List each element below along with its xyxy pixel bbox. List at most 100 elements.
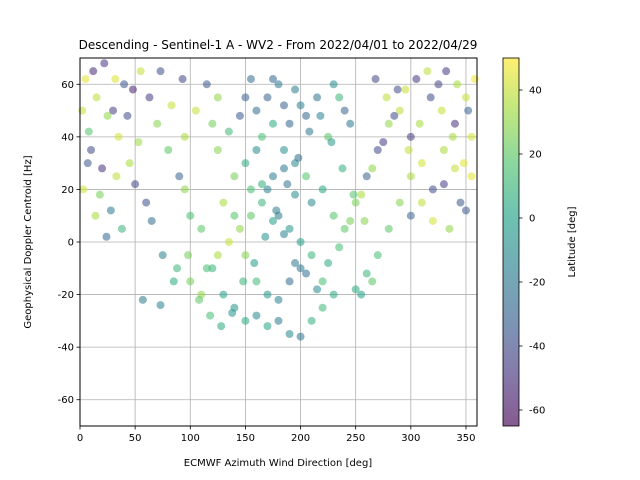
data-point	[100, 59, 109, 68]
data-point	[84, 127, 93, 136]
data-point	[373, 146, 382, 154]
data-point	[213, 251, 222, 260]
data-point	[224, 238, 233, 246]
y-tick-label: 60	[61, 80, 74, 91]
data-point	[340, 106, 349, 115]
data-point	[145, 93, 154, 102]
data-point	[307, 251, 316, 260]
data-point	[346, 119, 355, 128]
data-point	[338, 164, 347, 173]
colorbar	[502, 57, 520, 427]
data-point	[213, 93, 222, 102]
x-axis: 0 50 100 150 200 250 300 350	[77, 426, 476, 444]
data-point	[296, 264, 305, 273]
data-point	[428, 216, 437, 225]
data-point	[417, 198, 426, 207]
data-point	[442, 67, 451, 76]
data-point	[296, 238, 305, 246]
data-point	[404, 146, 413, 154]
data-point	[142, 198, 151, 207]
data-point	[406, 172, 415, 181]
data-point	[224, 127, 233, 136]
data-point	[461, 206, 470, 215]
data-point	[439, 180, 448, 189]
data-point	[329, 80, 338, 89]
y-tick-label: 40	[61, 132, 74, 143]
y-tick-label: -20	[58, 290, 74, 301]
data-point	[252, 311, 261, 320]
data-point	[138, 295, 147, 304]
data-point	[302, 111, 311, 120]
data-point	[268, 75, 277, 84]
y-tick-label: -60	[58, 395, 74, 406]
data-point	[313, 285, 322, 294]
data-point	[327, 138, 336, 147]
data-point	[117, 224, 126, 233]
data-point	[329, 211, 338, 220]
y-tick-label: -40	[58, 343, 74, 354]
data-point	[261, 232, 270, 241]
data-point	[426, 93, 435, 102]
data-point	[274, 316, 283, 325]
data-point	[412, 75, 421, 84]
data-point	[263, 290, 272, 299]
x-tick-label: 150	[236, 433, 255, 444]
colorbar-label: Latitude [deg]	[567, 206, 578, 277]
x-tick-label: 300	[401, 433, 420, 444]
data-point	[91, 211, 100, 220]
data-point	[439, 146, 448, 154]
data-point	[362, 269, 371, 278]
data-point	[450, 164, 459, 173]
data-point	[467, 132, 476, 141]
data-point	[362, 172, 371, 181]
data-point	[257, 132, 266, 141]
data-point	[428, 185, 437, 194]
data-point	[307, 316, 316, 325]
data-point	[111, 75, 120, 84]
data-point	[280, 101, 289, 110]
data-point	[464, 106, 473, 115]
data-point	[313, 93, 322, 102]
data-point	[191, 106, 200, 115]
data-point	[285, 277, 294, 286]
data-point	[241, 251, 250, 260]
data-point	[274, 295, 283, 304]
data-point	[180, 132, 189, 141]
data-point	[241, 93, 250, 102]
x-tick-label: 250	[346, 433, 365, 444]
data-point	[263, 93, 272, 102]
data-point	[206, 311, 215, 320]
data-point	[78, 106, 87, 115]
data-point	[184, 251, 193, 260]
data-point	[89, 67, 98, 76]
data-point	[103, 111, 112, 120]
colorbar-tick-label: 20	[529, 150, 542, 161]
data-point	[268, 172, 277, 181]
data-point	[114, 132, 123, 141]
data-point	[252, 146, 261, 154]
data-point	[79, 185, 88, 194]
data-point	[415, 119, 424, 128]
data-point	[175, 172, 184, 181]
data-point	[368, 277, 377, 286]
data-point	[235, 224, 244, 233]
data-point	[268, 119, 277, 128]
data-point	[351, 198, 360, 207]
colorbar-tick-label: -60	[529, 406, 545, 417]
data-point	[167, 101, 176, 110]
data-point	[156, 67, 165, 76]
data-point	[274, 80, 283, 89]
data-point	[453, 80, 462, 89]
data-point	[294, 153, 303, 162]
data-point	[257, 180, 266, 189]
data-point	[263, 185, 272, 194]
data-point	[208, 119, 217, 128]
data-point	[213, 146, 222, 154]
colorbar-axis: -60 -40 -20 0 20 40	[519, 86, 545, 417]
data-point	[302, 172, 311, 181]
data-point	[120, 80, 129, 89]
data-point	[382, 93, 391, 102]
data-point	[318, 185, 327, 194]
data-point	[202, 264, 211, 273]
